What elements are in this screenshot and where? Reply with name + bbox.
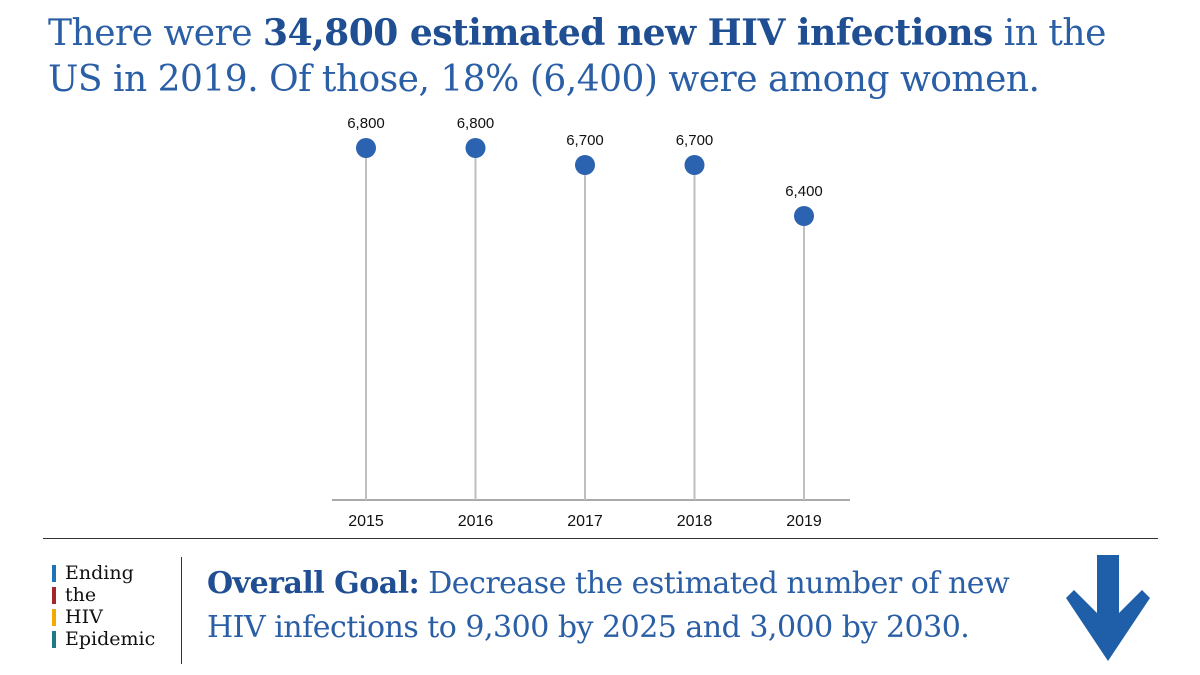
x-tick-label: 2016 [458,513,494,530]
data-label: 6,700 [676,132,714,149]
data-label: 6,400 [785,183,823,200]
lollipop-point [575,155,595,175]
logo-line-1: Ending [52,562,172,584]
lollipop-chart: 6,800 2015 6,800 2016 6,700 2017 6,700 2018 6,40… [332,115,850,530]
lollipop-point [465,138,486,158]
logo-text-4: Epidemic [65,628,156,650]
lollipop-point [356,138,376,158]
divider [43,538,1158,539]
data-label: 6,800 [347,115,385,132]
logo-line-3: HIV [52,606,172,628]
logo-separator [181,557,182,664]
data-label: 6,800 [457,115,495,132]
logo-text-2: the [65,584,97,606]
logo-line-2: the [52,584,172,606]
lollipop-point [684,155,705,175]
logo-bar-4 [52,631,56,648]
x-tick-label: 2018 [677,513,713,530]
x-tick-label: 2019 [786,513,822,530]
logo-text-1: Ending [65,562,134,584]
goal-label: Overall Goal: [207,566,420,601]
ending-hiv-epidemic-logo: Ending the HIV Epidemic [52,562,172,650]
logo-bar-1 [52,565,56,582]
x-tick-label: 2015 [348,513,384,530]
logo-text-3: HIV [65,606,103,628]
headline-part2: in the US in 2019. Of those, 18% (6,400)… [48,13,1106,100]
down-arrow-icon [1066,555,1150,661]
logo-bar-3 [52,609,56,626]
goal-text: Decrease the estimated number of new HIV… [207,566,1010,645]
lollipop-point [794,206,814,226]
x-tick-label: 2017 [567,513,603,530]
logo-line-4: Epidemic [52,628,172,650]
logo-bar-2 [52,587,56,604]
data-label: 6,700 [566,132,604,149]
headline-part1: There were [48,13,264,54]
overall-goal: Overall Goal: Decrease the estimated num… [207,562,1057,650]
headline: There were 34,800 estimated new HIV infe… [48,10,1168,103]
headline-bold: 34,800 estimated new HIV infections [263,12,993,54]
